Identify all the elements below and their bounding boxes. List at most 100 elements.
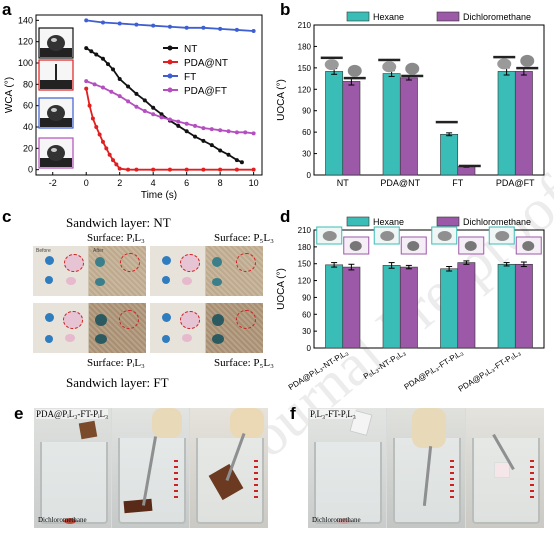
droplet xyxy=(47,145,65,161)
photo-e-beakers xyxy=(34,408,268,528)
y-tick-label: 30 xyxy=(302,327,311,336)
y-tick-label: 90 xyxy=(302,293,311,302)
series-point-FT xyxy=(201,25,206,30)
series-point-PDA@NT xyxy=(234,167,239,172)
series-point-FT xyxy=(134,22,139,27)
series-point-PDA@NT xyxy=(107,152,112,157)
series-point-PDA@FT xyxy=(151,112,156,117)
legend-swatch-Hexane xyxy=(346,216,370,227)
y-tick-label: 100 xyxy=(18,58,33,68)
oil-droplet-dcm xyxy=(464,241,477,251)
series-point-PDA@FT xyxy=(226,129,231,134)
series-point-NT xyxy=(218,148,223,153)
series-point-PDA@NT xyxy=(201,167,206,172)
surface-label-3: Surface: PᵢL₃ xyxy=(87,357,145,369)
series-point-FT xyxy=(218,26,223,31)
panel-label-e: e xyxy=(14,404,24,423)
droplet-surface-hexane xyxy=(493,55,516,59)
series-point-PDA@NT xyxy=(94,125,99,129)
y-tick-label: 180 xyxy=(298,243,312,252)
oil-droplet-hexane xyxy=(322,231,337,241)
droplet-surface-hexane xyxy=(320,56,343,60)
fabric-photo-ft-pil3 xyxy=(33,303,146,353)
series-point-PDA@FT xyxy=(159,115,164,120)
surface-label-4: Surface: P₅L₃ xyxy=(214,357,274,369)
series-point-NT xyxy=(84,46,89,51)
series-point-NT xyxy=(111,67,116,72)
bar-Hexane-1 xyxy=(382,73,401,176)
x-axis-label: Time (s) xyxy=(141,190,177,200)
series-point-FT xyxy=(184,25,189,30)
plot-frame xyxy=(313,24,545,176)
x-tick-label: 8 xyxy=(218,178,223,188)
series-point-NT xyxy=(159,112,164,117)
y-tick-label: 180 xyxy=(298,42,312,51)
oil-droplet-hexane xyxy=(382,61,397,73)
y-tick-label: 150 xyxy=(298,260,312,269)
y-tick-label: 30 xyxy=(302,150,311,159)
oil-droplet-hexane xyxy=(324,59,339,71)
x-category-label: PDA@NT xyxy=(380,178,420,188)
series-point-PDA@FT xyxy=(134,104,139,109)
series-point-FT xyxy=(167,24,172,29)
bar-Hexane-0 xyxy=(325,71,344,176)
y-tick-label: 40 xyxy=(23,122,33,132)
series-point-PDA@FT xyxy=(167,117,172,122)
sandwich-layer-ft-title: Sandwich layer: FT xyxy=(66,375,169,390)
y-tick-label: 140 xyxy=(18,15,33,25)
x-category-label: P₅L₃-NT-P₅L₃ xyxy=(362,348,408,381)
x-tick-label: 6 xyxy=(184,178,189,188)
droplet-surface-dcm xyxy=(343,76,366,80)
bar-Hexane-2 xyxy=(440,133,459,176)
series-point-NT xyxy=(226,152,231,157)
y-tick-label: 0 xyxy=(307,171,312,180)
y-tick-label: 210 xyxy=(298,21,312,30)
x-tick-label: 4 xyxy=(151,178,156,188)
series-point-PDA@FT xyxy=(176,119,181,124)
droplet-inset-1 xyxy=(38,59,74,91)
y-tick-label: 80 xyxy=(23,79,33,89)
y-tick-label: 210 xyxy=(298,226,312,235)
droplet-surface-dcm xyxy=(458,164,481,168)
y-tick-label: 60 xyxy=(302,310,311,319)
series-point-PDA@NT xyxy=(104,146,109,151)
droplet-inset-0 xyxy=(38,27,74,59)
panel-label-c: c xyxy=(2,207,12,226)
y-axis-label: WCA (°) xyxy=(4,77,15,113)
series-point-NT xyxy=(193,134,198,139)
series-point-NT xyxy=(126,84,131,89)
x-category-label: PDA@PᵢL₃-FT-PᵢL₃ xyxy=(403,348,465,392)
y-axis-label: UOCA (°) xyxy=(276,79,287,121)
series-point-NT xyxy=(201,138,206,143)
bar-Dichloromethane-3 xyxy=(514,71,533,176)
photo-f-liquid-label: Dichloromethane xyxy=(312,516,361,524)
oil-droplet-dcm xyxy=(520,54,535,67)
droplet-surface-hexane xyxy=(378,58,401,62)
series-point-PDA@FT xyxy=(243,130,248,135)
y-tick-label: 120 xyxy=(298,85,312,94)
bar-Hexane-2 xyxy=(440,268,459,349)
series-point-PDA@NT xyxy=(97,132,102,137)
x-category-label: PDA@P₅L₃-FT-P₅L₃ xyxy=(457,348,523,394)
series-point-PDA@FT xyxy=(126,99,131,104)
droplet-highlight xyxy=(51,38,57,42)
series-point-PDA@FT xyxy=(142,109,147,113)
fabric-photo-ft-p5l3 xyxy=(150,303,263,353)
series-point-NT xyxy=(142,98,147,103)
droplet-surface-dcm xyxy=(401,74,424,78)
series-point-PDA@FT xyxy=(184,121,189,126)
oil-droplet-dcm xyxy=(522,241,535,251)
series-line-PDA@NT xyxy=(85,88,254,171)
legend-label-PDA@NT: PDA@NT xyxy=(184,58,228,69)
x-category-label: PDA@FT xyxy=(496,178,535,188)
series-point-PDA@FT xyxy=(193,123,198,128)
y-tick-label: 60 xyxy=(302,128,311,137)
droplet-highlight xyxy=(51,148,57,152)
x-tick-label: 10 xyxy=(249,178,259,188)
droplet-surface xyxy=(40,80,72,89)
oil-droplet-hexane xyxy=(437,231,452,241)
series-point-PDA@NT xyxy=(114,162,119,167)
fabric-photo-nt-p5l3 xyxy=(150,246,263,296)
legend-marker-NT xyxy=(167,45,173,51)
series-point-PDA@FT xyxy=(100,85,105,90)
